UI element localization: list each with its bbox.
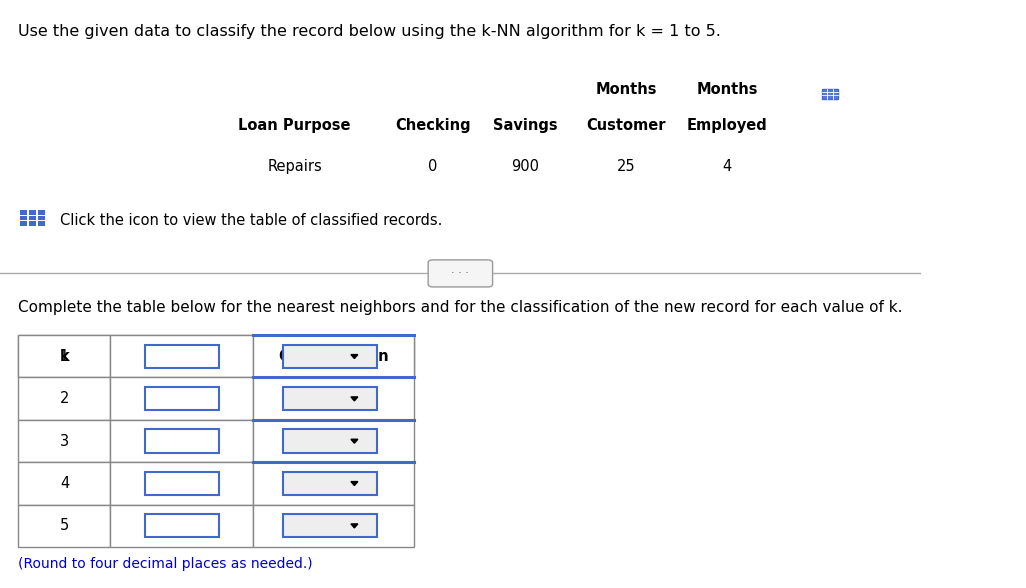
- Text: 5: 5: [60, 518, 69, 533]
- Bar: [111, 335, 253, 377]
- Text: 0: 0: [428, 159, 437, 174]
- Polygon shape: [351, 439, 358, 443]
- Text: Loan Purpose: Loan Purpose: [238, 118, 351, 133]
- Bar: [111, 505, 253, 547]
- Text: 4: 4: [722, 159, 732, 174]
- Text: 25: 25: [617, 159, 635, 174]
- Bar: [29, 216, 36, 220]
- Bar: [21, 222, 27, 226]
- Text: Click the icon to view the table of classified records.: Click the icon to view the table of clas…: [60, 213, 442, 228]
- Bar: [38, 222, 45, 226]
- Bar: [283, 514, 377, 537]
- Bar: [253, 335, 415, 377]
- Text: Savings: Savings: [492, 118, 557, 133]
- Bar: [111, 462, 253, 505]
- Bar: [29, 211, 36, 215]
- Text: Complete the table below for the nearest neighbors and for the classification of: Complete the table below for the nearest…: [18, 300, 903, 315]
- Bar: [145, 387, 219, 410]
- Bar: [253, 462, 415, 505]
- Polygon shape: [351, 355, 358, 359]
- Bar: [253, 505, 415, 547]
- Bar: [29, 222, 36, 226]
- Bar: [145, 429, 219, 453]
- Text: 1: 1: [60, 349, 69, 364]
- Polygon shape: [351, 524, 358, 528]
- Text: · · ·: · · ·: [451, 268, 469, 279]
- Bar: [38, 216, 45, 220]
- Text: 2: 2: [60, 391, 69, 406]
- Text: Employed: Employed: [687, 118, 767, 133]
- Text: Use the given data to classify the record below using the k-NN algorithm for k =: Use the given data to classify the recor…: [18, 24, 721, 39]
- Text: Repairs: Repairs: [267, 159, 322, 174]
- Text: 4: 4: [60, 476, 69, 491]
- Bar: [18, 420, 111, 462]
- Bar: [18, 335, 111, 377]
- Bar: [111, 420, 253, 462]
- Bar: [145, 472, 219, 495]
- Bar: [283, 387, 377, 410]
- Text: 900: 900: [511, 159, 539, 174]
- Text: 3: 3: [60, 433, 69, 449]
- Bar: [111, 377, 253, 420]
- Text: Customer: Customer: [586, 118, 666, 133]
- Bar: [253, 335, 415, 377]
- Bar: [822, 89, 838, 99]
- Text: Classification: Classification: [278, 349, 389, 364]
- Bar: [38, 211, 45, 215]
- Bar: [145, 345, 219, 368]
- Text: Distance: Distance: [146, 349, 218, 364]
- Polygon shape: [351, 482, 358, 486]
- Bar: [18, 377, 111, 420]
- Bar: [18, 335, 111, 377]
- Bar: [283, 472, 377, 495]
- Text: Checking: Checking: [395, 118, 471, 133]
- Bar: [18, 505, 111, 547]
- Text: Months: Months: [595, 82, 657, 97]
- Text: (Round to four decimal places as needed.): (Round to four decimal places as needed.…: [18, 557, 313, 572]
- Bar: [145, 514, 219, 537]
- Bar: [21, 211, 27, 215]
- Bar: [111, 335, 253, 377]
- FancyBboxPatch shape: [428, 260, 492, 287]
- Bar: [253, 377, 415, 420]
- Bar: [283, 429, 377, 453]
- Text: k: k: [60, 349, 70, 364]
- Bar: [253, 420, 415, 462]
- Bar: [21, 216, 27, 220]
- Text: Months: Months: [697, 82, 758, 97]
- Polygon shape: [351, 397, 358, 401]
- Bar: [18, 462, 111, 505]
- Bar: [283, 345, 377, 368]
